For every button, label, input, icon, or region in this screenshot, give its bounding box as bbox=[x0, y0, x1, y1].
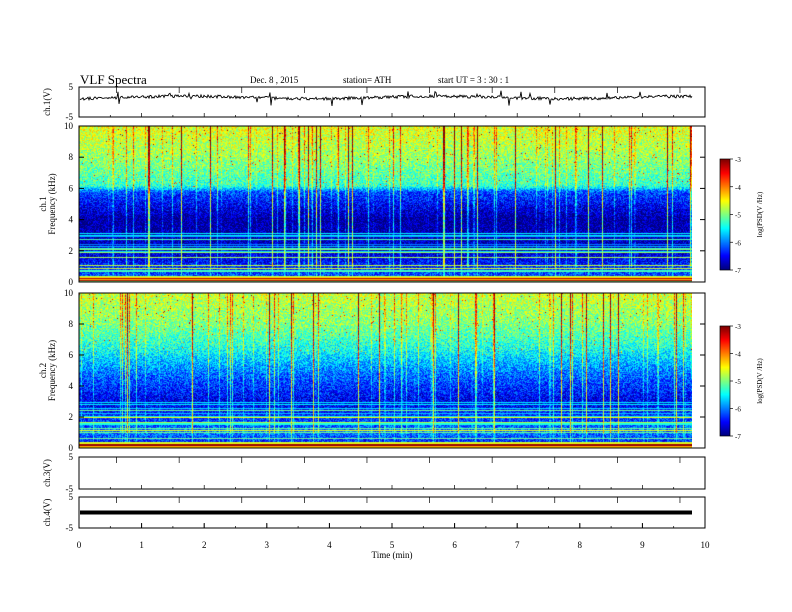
x-axis-tick-label: 9 bbox=[640, 540, 645, 550]
ch2-spectrogram-colorbar bbox=[720, 326, 730, 436]
ch4-voltage-panel-ylabel: ch.4(V) bbox=[42, 499, 52, 527]
ch1-spectrogram-colorbar bbox=[720, 159, 730, 270]
ch2-spectrogram-colorbar-label: log(PSD(V /Hz) bbox=[756, 358, 764, 404]
ch1-spectrogram-colorbar-tick-label: -3 bbox=[735, 156, 741, 164]
date-label: Dec. 8 , 2015 bbox=[250, 75, 299, 85]
ch2-spectrogram-ytick-label: 2 bbox=[69, 412, 74, 422]
ch2-spectrogram-colorbar-tick-label: -4 bbox=[735, 351, 741, 359]
ch2-spectrogram-colorbar-tick-label: -5 bbox=[735, 378, 741, 386]
ch1-spectrogram-image bbox=[79, 126, 692, 282]
ch3-voltage-panel-ylabel: ch.3(V) bbox=[42, 459, 52, 487]
ch1-spectrogram-ylabel-0: ch.1 bbox=[38, 196, 48, 211]
ch1-spectrogram-ytick-label: 10 bbox=[64, 121, 74, 131]
x-axis-label: Time (min) bbox=[372, 550, 413, 560]
x-axis-tick-label: 4 bbox=[327, 540, 332, 550]
x-axis-tick-label: 10 bbox=[701, 540, 711, 550]
ch2-spectrogram-colorbar-tick-label: -6 bbox=[735, 406, 741, 414]
ch1-spectrogram-colorbar-tick-label: -4 bbox=[735, 184, 741, 192]
ch1-spectrogram-colorbar-label: log(PSD(V /Hz) bbox=[756, 191, 764, 237]
ch1-spectrogram-ylabel-1: Frequency (kHz) bbox=[47, 173, 57, 234]
ch2-spectrogram-ytick-label: 8 bbox=[69, 319, 74, 329]
ch3-voltage-panel-ytick-label: 5 bbox=[69, 452, 74, 462]
x-axis-tick-label: 5 bbox=[390, 540, 395, 550]
ch1-spectrogram-ytick-label: 4 bbox=[69, 215, 74, 225]
ch1-spectrogram-ytick-label: 2 bbox=[69, 246, 74, 256]
station-label: station= ATH bbox=[343, 75, 392, 85]
x-axis-tick-label: 1 bbox=[139, 540, 144, 550]
ch3-voltage-panel-frame bbox=[78, 456, 706, 490]
ch2-spectrogram-ytick-label: 6 bbox=[69, 350, 74, 360]
ch2-spectrogram-frame bbox=[78, 292, 706, 449]
ch2-spectrogram-colorbar-tick-label: -7 bbox=[735, 433, 741, 441]
ch1-voltage-panel-waveform bbox=[79, 90, 693, 106]
x-axis-tick-label: 0 bbox=[77, 540, 82, 550]
ch2-spectrogram-ytick-label: 4 bbox=[69, 381, 74, 391]
ch2-spectrogram-colorbar-tick-label: -3 bbox=[735, 323, 741, 331]
ch3-voltage-panel-ytick-label: -5 bbox=[66, 484, 74, 494]
ch1-spectrogram-ytick-label: 8 bbox=[69, 152, 74, 162]
ch2-spectrogram-ylabel-1: Frequency (kHz) bbox=[47, 340, 57, 401]
ch2-spectrogram-image bbox=[79, 293, 692, 448]
x-axis-tick-label: 3 bbox=[265, 540, 270, 550]
ch1-voltage-panel-ylabel: ch.1(V) bbox=[42, 88, 52, 116]
ch1-spectrogram-colorbar-tick-label: -7 bbox=[735, 267, 741, 275]
figure-title: VLF Spectra bbox=[80, 72, 147, 87]
ch1-spectrogram-frame bbox=[78, 125, 706, 283]
start-time-label: start UT = 3 : 30 : 1 bbox=[438, 75, 510, 85]
ch2-spectrogram-ytick-label: 10 bbox=[64, 288, 74, 298]
ch1-voltage-panel-frame bbox=[78, 86, 706, 118]
x-axis-tick-label: 2 bbox=[202, 540, 207, 550]
ch1-spectrogram-colorbar-tick-label: -6 bbox=[735, 239, 741, 247]
ch1-voltage-panel-ytick-label: -5 bbox=[66, 112, 74, 122]
ch1-spectrogram-colorbar-tick-label: -5 bbox=[735, 212, 741, 220]
ch1-spectrogram-ytick-label: 6 bbox=[69, 183, 74, 193]
x-axis-tick-label: 7 bbox=[515, 540, 520, 550]
ch1-spectrogram-ytick-label: 0 bbox=[69, 277, 74, 287]
ch4-voltage-panel-ytick-label: -5 bbox=[66, 523, 74, 533]
x-axis-tick-label: 6 bbox=[452, 540, 457, 550]
x-axis-tick-label: 8 bbox=[578, 540, 583, 550]
ch4-voltage-panel-ytick-label: 5 bbox=[69, 492, 74, 502]
ch1-voltage-panel-ytick-label: 5 bbox=[69, 82, 74, 92]
ch2-spectrogram-ytick-label: 0 bbox=[69, 443, 74, 453]
ch2-spectrogram-ylabel-0: ch.2 bbox=[38, 363, 48, 378]
